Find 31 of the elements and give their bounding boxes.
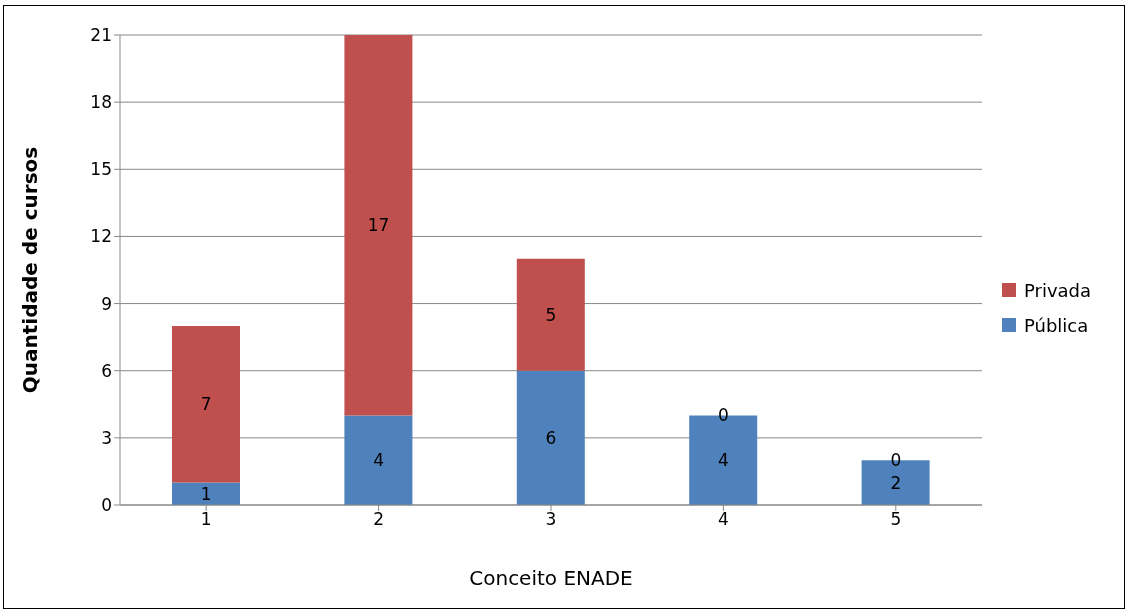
y-tick-label: 0 (101, 495, 112, 516)
bar (172, 482, 240, 505)
x-tick-label: 2 (373, 509, 385, 530)
y-tick-label: 9 (101, 293, 112, 314)
bar (516, 258, 585, 371)
data-label: 4 (373, 450, 385, 471)
y-tick-label: 3 (101, 427, 112, 448)
y-tick-label: 15 (90, 159, 112, 180)
legend-label: Pública (1024, 314, 1089, 336)
data-label: 4 (717, 450, 729, 471)
bar (344, 35, 413, 416)
y-axis-title: Quantidade de cursos (18, 146, 43, 394)
bar (516, 370, 585, 505)
x-tick-label: 5 (890, 509, 902, 530)
y-tick-label: 6 (101, 360, 112, 381)
data-label: 5 (545, 304, 557, 325)
data-label: 1 (200, 483, 212, 504)
x-tick-label: 4 (717, 509, 729, 530)
bar (172, 325, 240, 483)
y-tick-label: 12 (90, 226, 112, 247)
bar (344, 415, 413, 505)
x-tick-label: 1 (200, 509, 212, 530)
data-label: 7 (200, 394, 212, 415)
y-tick-label: 21 (90, 25, 112, 46)
data-label: 6 (545, 427, 557, 448)
legend-label: Privada (1024, 279, 1092, 301)
data-label: 2 (890, 472, 902, 493)
x-axis-title: Conceito ENADE (469, 566, 633, 590)
x-tick-label: 3 (545, 509, 557, 530)
y-tick-label: 18 (90, 92, 112, 113)
data-label: 17 (367, 215, 390, 236)
